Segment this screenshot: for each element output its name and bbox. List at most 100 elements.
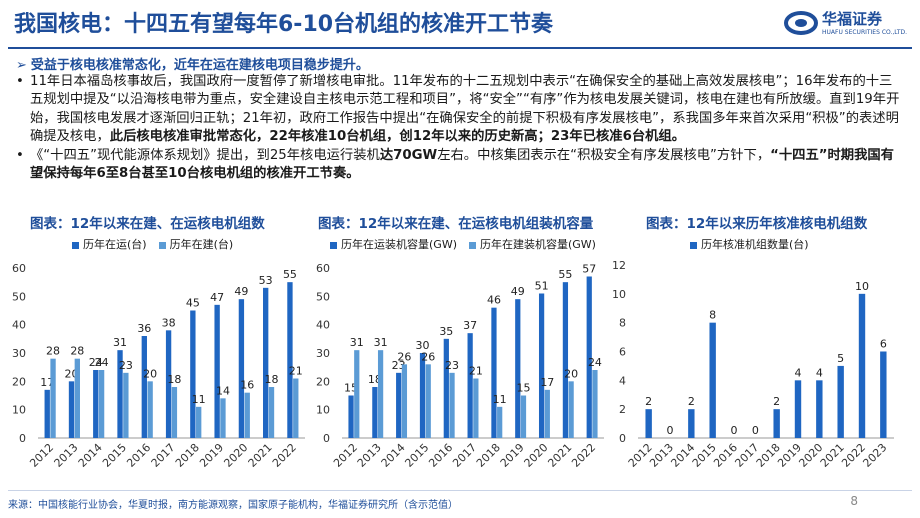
bar (544, 389, 550, 438)
source-note: 来源：中国核能行业协会，华夏时报，南方能源观察，国家原子能机构，华福证券研究所（… (8, 500, 458, 511)
logo-text: 华福证券 (822, 10, 883, 28)
data-label: 53 (259, 274, 273, 287)
x-tick-label: 2020 (221, 441, 250, 470)
bar (190, 310, 196, 438)
bar (491, 307, 497, 438)
x-tick-label: 2013 (52, 441, 81, 470)
bar (141, 336, 147, 438)
legend-item: 历年核准机组数量(台) (690, 238, 809, 251)
paragraph-text: 11年日本福岛核事故后，我国政府一度暂停了新增核电审批。11年发布的十二五规划中… (30, 74, 900, 145)
data-label: 4 (816, 366, 823, 379)
data-label: 20 (143, 367, 157, 380)
x-tick-label: 2013 (647, 441, 676, 470)
bar (220, 398, 226, 438)
bar (568, 381, 574, 438)
y-tick-label: 40 (316, 319, 330, 332)
data-label: 24 (588, 356, 602, 369)
bar (348, 395, 354, 438)
legend-label: 历年核准机组数量(台) (701, 238, 809, 251)
bar (287, 282, 293, 438)
data-label: 57 (582, 263, 596, 276)
legend-label: 历年在建装机容量(GW) (479, 238, 596, 251)
y-tick-label: 10 (316, 404, 330, 417)
data-label: 0 (752, 424, 759, 437)
data-label: 11 (493, 393, 507, 406)
x-tick-label: 2019 (498, 441, 527, 470)
data-label: 46 (487, 294, 501, 307)
bar (709, 322, 716, 438)
bar (171, 387, 178, 438)
bar (244, 392, 250, 438)
bar (419, 353, 426, 438)
x-tick-label: 2014 (668, 441, 697, 470)
bar (268, 387, 275, 438)
legend-label: 历年在运装机容量(GW) (341, 238, 457, 251)
legend-label: 历年在建(台) (169, 238, 234, 251)
lead-statement: ➢ 受益于核电核准常态化，近年在运在建核电项目稳步提升。 (16, 54, 369, 73)
data-label: 30 (416, 339, 430, 352)
y-tick-label: 4 (619, 374, 626, 387)
bar (515, 299, 521, 438)
paragraph-emphasis: 此后核电核准审批常态化，22年核准10台机组，创12年以来的历史新高；23年已核… (109, 129, 686, 145)
legend-item: 历年在建(台) (158, 238, 234, 251)
x-tick-label: 2019 (775, 441, 804, 470)
y-tick-label: 6 (619, 346, 626, 359)
bar (74, 358, 80, 438)
bullet-dot: • (16, 147, 24, 163)
data-label: 26 (397, 350, 411, 363)
data-label: 31 (374, 336, 388, 349)
data-label: 4 (795, 366, 802, 379)
chart-approvals: 0246810122201202013220148201502016020172… (612, 259, 894, 470)
legend-approvals: 历年核准机组数量(台) (690, 236, 821, 252)
x-tick-label: 2017 (450, 441, 479, 470)
x-tick-label: 2022 (270, 441, 299, 470)
chart-title-capacity: 图表：12年以来在建、在运核电机组装机容量 (318, 216, 594, 232)
data-label: 37 (463, 319, 477, 332)
data-label: 18 (265, 373, 279, 386)
y-tick-label: 20 (316, 375, 330, 388)
data-label: 0 (667, 424, 674, 437)
bar (377, 350, 384, 438)
bar (443, 338, 449, 438)
bar (44, 389, 50, 438)
x-tick-label: 2018 (173, 441, 202, 470)
data-label: 47 (210, 291, 224, 304)
y-tick-label: 50 (12, 290, 26, 303)
bar (50, 358, 56, 438)
data-label: 28 (46, 345, 60, 358)
lead-text: 受益于核电核准常态化，近年在运在建核电项目稳步提升。 (30, 58, 369, 73)
x-tick-label: 2018 (754, 441, 783, 470)
legend-swatch (330, 241, 337, 249)
legend-swatch (690, 241, 697, 249)
x-tick-label: 2012 (626, 441, 655, 470)
y-tick-label: 8 (619, 317, 626, 330)
x-tick-label: 2019 (197, 441, 226, 470)
data-label: 51 (535, 280, 549, 293)
x-tick-label: 2014 (379, 441, 408, 470)
y-tick-label: 10 (612, 288, 626, 301)
arrow-icon: ➢ (16, 58, 27, 73)
bar (238, 299, 245, 438)
data-label: 35 (439, 325, 453, 338)
x-tick-label: 2015 (402, 441, 431, 470)
bar (93, 370, 99, 438)
bar (645, 409, 652, 438)
legend-item: 历年在建装机容量(GW) (468, 238, 596, 251)
x-tick-label: 2016 (711, 441, 740, 470)
bar (520, 395, 527, 438)
data-label: 6 (880, 338, 887, 351)
bar (123, 372, 129, 438)
bar (586, 276, 592, 438)
data-label: 2 (688, 395, 695, 408)
data-label: 49 (511, 285, 525, 298)
data-label: 2 (773, 395, 780, 408)
x-tick-label: 2018 (474, 441, 503, 470)
x-tick-label: 2012 (27, 441, 56, 470)
bar (816, 380, 823, 438)
bar (773, 409, 780, 438)
x-tick-label: 2015 (690, 441, 719, 470)
y-tick-label: 2 (619, 403, 626, 416)
y-tick-label: 20 (12, 375, 26, 388)
data-label: 55 (558, 268, 572, 281)
y-tick-label: 12 (612, 259, 626, 272)
